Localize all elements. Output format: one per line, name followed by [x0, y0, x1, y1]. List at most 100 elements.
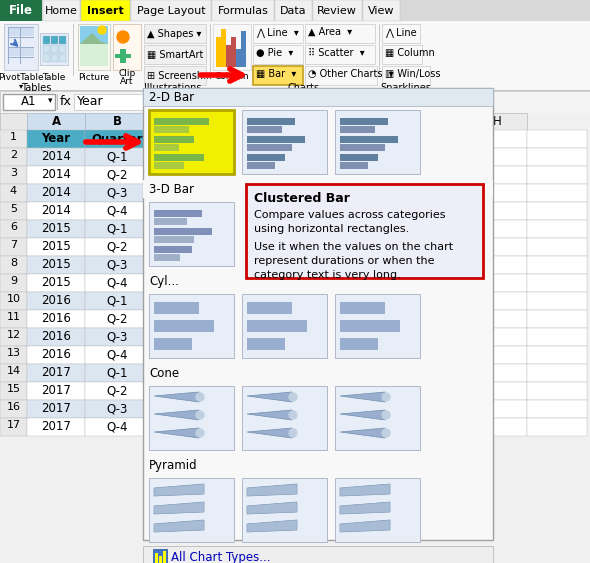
- Bar: [149, 110, 234, 174]
- Polygon shape: [154, 410, 199, 420]
- Bar: [347, 310, 407, 328]
- Bar: [85, 184, 149, 202]
- Text: ▥ Win/Loss: ▥ Win/Loss: [385, 69, 441, 79]
- Text: Compare values across categories: Compare values across categories: [254, 210, 445, 220]
- Bar: [407, 310, 467, 328]
- Bar: [0, 238, 27, 256]
- Bar: [287, 148, 347, 166]
- Text: ▦ SmartArt: ▦ SmartArt: [147, 50, 204, 60]
- Text: Insert: Insert: [87, 6, 124, 16]
- Bar: [27, 256, 85, 274]
- Bar: [59, 54, 66, 62]
- Polygon shape: [154, 392, 199, 402]
- Bar: [527, 292, 587, 310]
- Bar: [85, 328, 149, 346]
- Text: 2016: 2016: [41, 330, 71, 343]
- Bar: [467, 130, 527, 148]
- Polygon shape: [247, 520, 297, 532]
- Text: All Chart Types...: All Chart Types...: [171, 551, 270, 563]
- Text: Charts: Charts: [287, 83, 319, 93]
- Bar: [154, 154, 204, 161]
- Text: 17: 17: [6, 420, 21, 430]
- Polygon shape: [340, 484, 390, 496]
- Bar: [407, 113, 467, 130]
- Polygon shape: [340, 502, 390, 514]
- Bar: [467, 238, 527, 256]
- Text: Q-3: Q-3: [106, 402, 127, 415]
- Bar: [85, 130, 149, 148]
- Text: 2015: 2015: [41, 240, 71, 253]
- Bar: [527, 346, 587, 364]
- Bar: [85, 400, 149, 418]
- Bar: [149, 184, 227, 202]
- Bar: [241, 31, 246, 67]
- Bar: [27, 113, 85, 130]
- Bar: [242, 478, 327, 542]
- Bar: [154, 338, 192, 350]
- Bar: [8, 27, 34, 36]
- Text: Sparklines: Sparklines: [381, 83, 431, 93]
- Bar: [0, 418, 27, 436]
- Bar: [154, 320, 214, 332]
- Text: 5: 5: [10, 204, 17, 214]
- Text: Picture: Picture: [78, 73, 110, 82]
- Bar: [85, 292, 149, 310]
- Text: using horizontal rectangles.: using horizontal rectangles.: [254, 224, 409, 234]
- Bar: [153, 549, 167, 563]
- Bar: [407, 238, 467, 256]
- Circle shape: [196, 393, 204, 401]
- Bar: [227, 202, 287, 220]
- Text: F: F: [373, 115, 381, 128]
- Circle shape: [289, 429, 297, 437]
- Bar: [467, 220, 527, 238]
- Bar: [287, 346, 347, 364]
- Bar: [0, 202, 27, 220]
- Text: C: C: [183, 115, 192, 128]
- Bar: [287, 184, 347, 202]
- Bar: [0, 364, 27, 382]
- Text: ▲ Area  ▾: ▲ Area ▾: [308, 27, 352, 37]
- Bar: [335, 386, 420, 450]
- Bar: [85, 220, 149, 238]
- Bar: [0, 90, 590, 91]
- Bar: [85, 238, 149, 256]
- Bar: [143, 180, 493, 198]
- Text: 7: 7: [10, 240, 17, 250]
- Bar: [227, 113, 287, 130]
- Bar: [382, 24, 420, 43]
- Bar: [407, 130, 467, 148]
- Bar: [0, 0, 42, 21]
- Bar: [287, 400, 347, 418]
- Bar: [340, 162, 368, 169]
- Bar: [212, 0, 274, 21]
- Bar: [143, 88, 493, 540]
- Bar: [407, 220, 467, 238]
- Text: View: View: [368, 6, 395, 16]
- Bar: [227, 256, 287, 274]
- Bar: [253, 24, 303, 43]
- Bar: [407, 382, 467, 400]
- Bar: [246, 184, 483, 278]
- Bar: [313, 0, 362, 21]
- Bar: [85, 364, 149, 382]
- Text: ⊞ Screensh...: ⊞ Screensh...: [147, 71, 212, 81]
- Bar: [27, 238, 85, 256]
- Bar: [527, 166, 587, 184]
- Bar: [0, 382, 27, 400]
- Polygon shape: [247, 502, 297, 514]
- Bar: [467, 166, 527, 184]
- Text: PivotTable: PivotTable: [0, 73, 44, 82]
- Text: Q-1: Q-1: [106, 222, 128, 235]
- Bar: [154, 126, 189, 133]
- Text: 774,612: 774,612: [174, 384, 223, 397]
- Bar: [247, 144, 292, 151]
- Text: Q-2: Q-2: [106, 384, 128, 397]
- Bar: [27, 220, 85, 238]
- Polygon shape: [340, 520, 390, 532]
- Bar: [287, 238, 347, 256]
- Bar: [0, 220, 27, 238]
- Text: 3-D Bar: 3-D Bar: [149, 183, 194, 196]
- Text: 2: 2: [10, 150, 17, 160]
- Bar: [159, 556, 162, 563]
- Bar: [467, 382, 527, 400]
